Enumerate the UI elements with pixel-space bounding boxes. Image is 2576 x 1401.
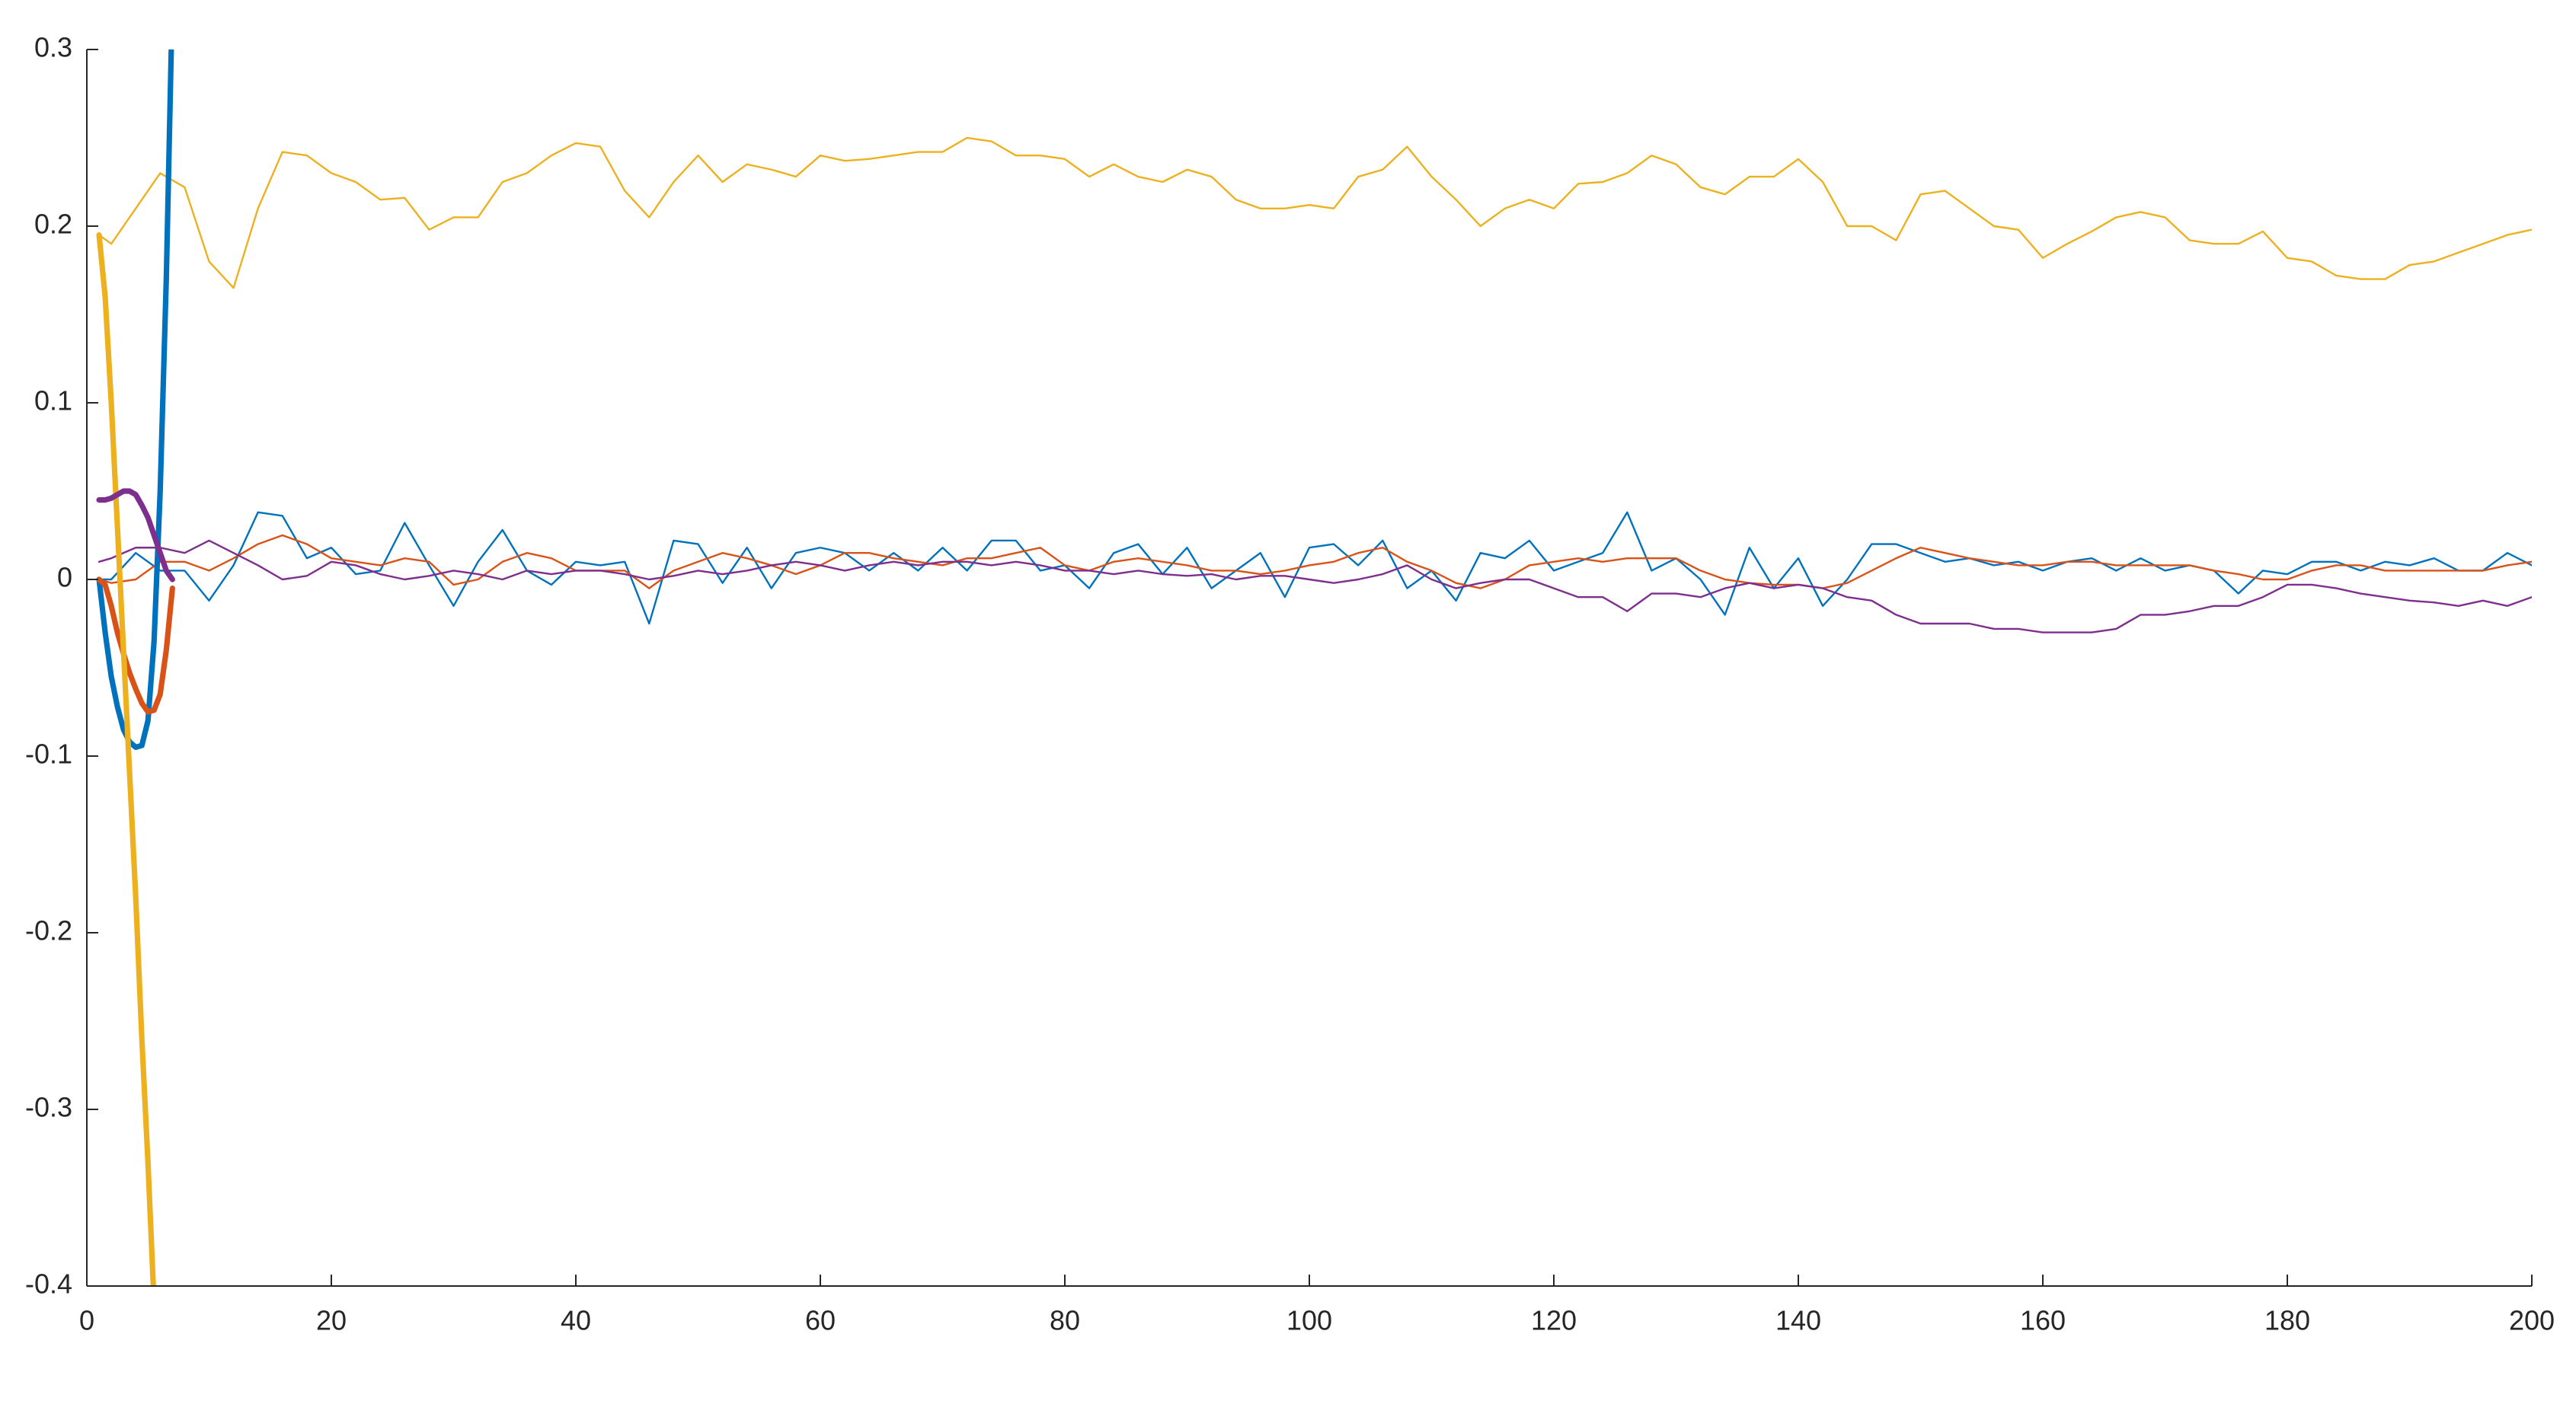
series-line (97, 136, 2532, 289)
y-tick-label: 0 (57, 562, 72, 593)
x-tick-label: 100 (1286, 1305, 1332, 1336)
series-line (97, 511, 2532, 625)
y-tick-label: -0.3 (25, 1092, 72, 1123)
x-tick-label: 40 (561, 1305, 591, 1336)
x-tick-label: 120 (1531, 1305, 1577, 1336)
y-tick-label: -0.2 (25, 915, 72, 946)
x-tick-label: 60 (805, 1305, 836, 1336)
x-tick-label: 0 (79, 1305, 94, 1336)
y-tick-label: -0.1 (25, 739, 72, 770)
series-line (96, 576, 175, 715)
y-tick-label: -0.4 (25, 1269, 72, 1300)
x-tick-label: 140 (1775, 1305, 1821, 1336)
y-tick-label: 0.1 (34, 385, 72, 416)
series-line (96, 488, 175, 582)
series-line (96, 49, 174, 750)
y-tick-label: 0.3 (34, 32, 72, 63)
x-tick-label: 80 (1050, 1305, 1080, 1336)
y-tick-label: 0.2 (34, 209, 72, 240)
x-tick-label: 180 (2264, 1305, 2310, 1336)
series-line (97, 539, 2532, 633)
plot-area (96, 49, 2532, 1286)
series-line (96, 232, 156, 1286)
x-tick-label: 200 (2509, 1305, 2555, 1336)
x-tick-label: 160 (2020, 1305, 2066, 1336)
x-tick-label: 20 (316, 1305, 347, 1336)
series-line (97, 534, 2532, 589)
